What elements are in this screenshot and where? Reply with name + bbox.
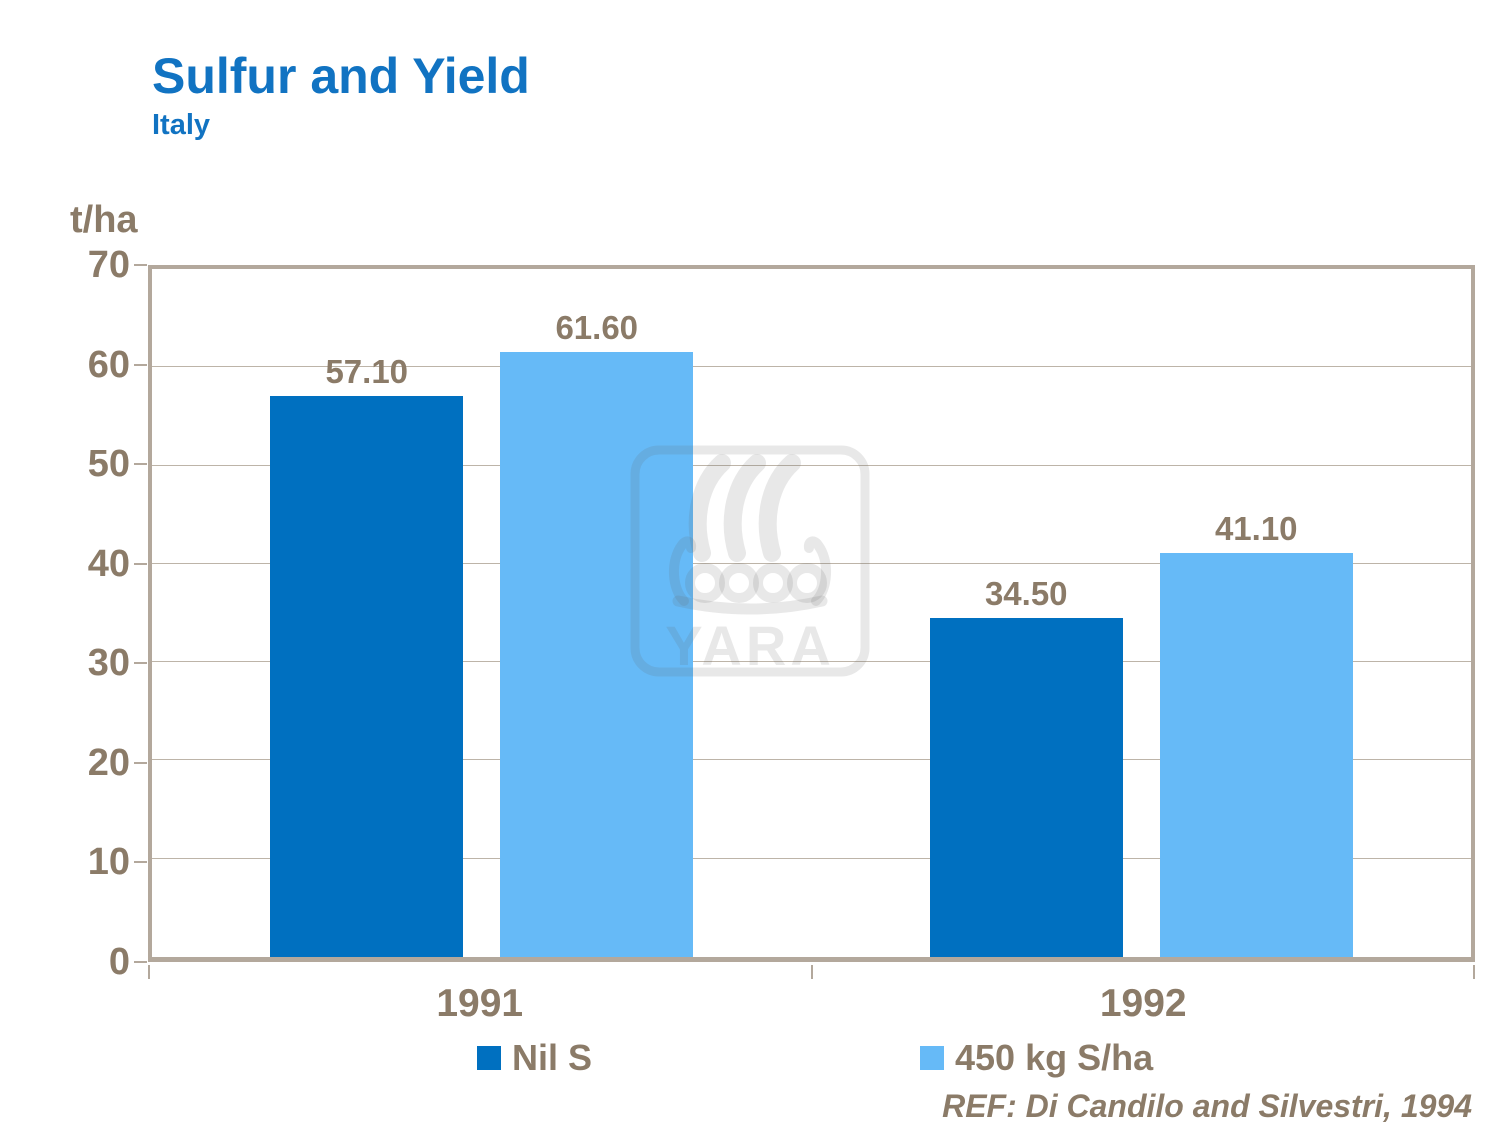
y-axis-tick-labels: 0 10 20 30 40 50 60 70 [0,246,130,981]
x-axis-tick [810,965,813,979]
y-tick-mark-70 [134,264,147,266]
bar-rect [1159,553,1353,957]
y-tick-label-10: 10 [87,841,130,884]
bar-450-kg-s-ha-1992: 41.10 [1159,269,1353,957]
page-subtitle: Italy [152,109,211,141]
plot-area: 57.10 61.60 34.50 41.10 [148,265,1475,962]
watermark-border [630,445,870,677]
category-group-1992: 34.50 41.10 [812,269,1472,957]
bar-rect [500,351,694,957]
y-tick-label-50: 50 [87,443,130,486]
watermark-text: YARA [665,614,835,677]
gridline-10 [152,857,1471,859]
bar-value-label: 61.60 [555,308,639,346]
y-tick-mark-40 [134,562,147,565]
bar-rect [929,617,1123,957]
y-tick-mark-30 [134,662,147,665]
yara-watermark: YARA [630,445,870,677]
legend-swatch-450-kg-s-ha [920,1046,944,1070]
bar-value-label: 41.10 [1214,510,1298,548]
gridline-20 [152,759,1471,761]
reference-text: REF: Di Candilo and Silvestri, 1994 [942,1088,1472,1124]
bar-450-kg-s-ha-1991: 61.60 [500,269,694,957]
y-tick-label-60: 60 [87,343,130,386]
gridline-50 [152,464,1471,466]
gridline-30 [152,661,1471,663]
y-tick-mark-20 [134,761,147,764]
x-axis-labels: 1991 1992 [148,984,1475,1023]
bar-rect [270,395,464,957]
page-title: Sulfur and Yield [152,48,530,104]
y-tick-label-0: 0 [108,941,130,983]
legend-swatch-nil-s [477,1046,501,1070]
legend-label-nil-s: Nil S [512,1037,593,1078]
bars-layer: 57.10 61.60 34.50 41.10 [152,269,1471,957]
x-axis-tick [148,965,150,979]
bar-nil-s-1991: 57.10 [270,269,464,957]
y-tick-label-40: 40 [87,542,130,585]
legend-item-nil-s: Nil S [477,1040,592,1076]
y-tick-label-70: 70 [87,244,130,286]
bar-value-label: 57.10 [325,352,409,390]
bar-value-label: 34.50 [984,574,1068,612]
x-axis-tick [1473,965,1475,979]
bar-nil-s-1992: 34.50 [929,269,1123,957]
y-tick-mark-0 [134,961,147,963]
legend-label-450-kg-s-ha: 450 kg S/ha [955,1037,1154,1078]
gridline-60 [152,366,1471,368]
legend: Nil S 450 kg S/ha [0,1040,1500,1082]
category-group-1991: 57.10 61.60 [152,269,812,957]
gridline-40 [152,562,1471,564]
legend-item-450-kg-s-ha: 450 kg S/ha [920,1040,1153,1076]
viking-ship-icon [668,454,832,615]
y-tick-mark-50 [134,463,147,466]
y-axis-unit-label: t/ha [70,199,138,241]
x-axis-label-1991: 1991 [436,982,524,1025]
y-tick-mark-10 [134,861,147,864]
gridlines [152,269,1471,957]
x-axis-tick-marks [148,965,1475,981]
y-axis-tick-marks [134,264,147,963]
y-tick-label-20: 20 [87,741,130,784]
x-axis-label-1992: 1992 [1099,982,1187,1025]
y-tick-label-30: 30 [87,642,130,685]
y-tick-mark-60 [134,363,147,366]
